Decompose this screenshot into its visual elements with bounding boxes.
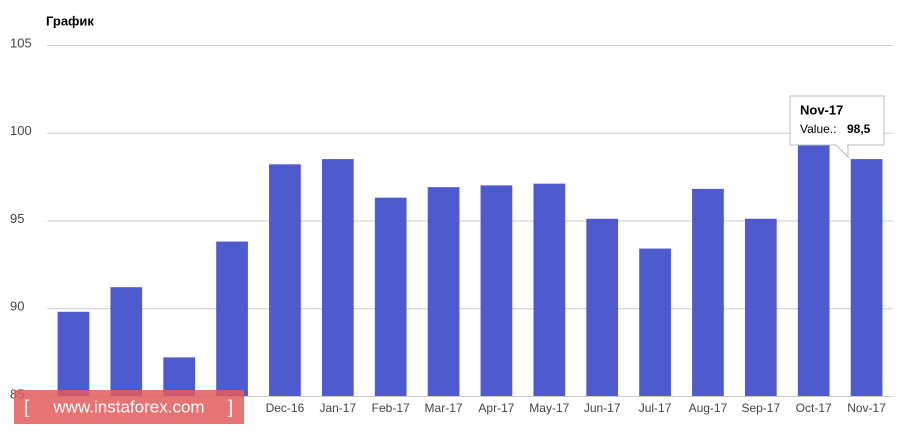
y-tick-label: 95 — [10, 211, 24, 226]
y-tick-label: 100 — [10, 123, 32, 138]
x-tick-label: Sep-17 — [741, 401, 780, 415]
bar — [57, 311, 90, 396]
x-tick-label: Oct-17 — [796, 401, 832, 415]
watermark-text: www.instaforex.com — [52, 397, 204, 416]
tooltip: Nov-17 Value.: 98,5 — [789, 95, 885, 159]
bar — [374, 197, 407, 396]
y-tick-label: 90 — [10, 299, 24, 314]
bar — [163, 357, 196, 396]
x-tick-label: Mar-17 — [425, 401, 463, 415]
bar — [110, 287, 143, 396]
x-tick-label: Jan-17 — [319, 401, 356, 415]
bar — [850, 159, 883, 396]
bar — [586, 218, 619, 396]
x-tick-label: Nov-17 — [847, 401, 886, 415]
watermark-bracket: [ — [24, 397, 29, 417]
x-labels: Dec-16 Jan-17 Feb-17 Mar-17 Apr-17 May-17 Jun-… — [266, 401, 887, 415]
bar — [427, 187, 460, 396]
tooltip-arrow — [834, 144, 849, 159]
tooltip-box — [789, 95, 885, 146]
x-tick-label: Jun-17 — [584, 401, 621, 415]
watermark: [ www.instaforex.com ] — [14, 390, 244, 424]
tooltip-label: Value.: — [800, 122, 836, 136]
tooltip-title: Nov-17 — [800, 102, 843, 117]
bars — [57, 143, 883, 396]
y-tick-label: 105 — [10, 35, 32, 50]
bar — [797, 143, 830, 396]
x-tick-label: Jul-17 — [639, 401, 672, 415]
bar — [269, 164, 301, 396]
bar — [216, 241, 248, 396]
bar — [744, 218, 777, 396]
bar — [321, 159, 354, 396]
watermark-bracket: ] — [228, 397, 233, 417]
tooltip-value: 98,5 — [847, 122, 871, 136]
bar — [480, 185, 513, 396]
x-tick-label: May-17 — [529, 401, 569, 415]
x-tick-label: Feb-17 — [372, 401, 410, 415]
x-tick-label: Dec-16 — [266, 401, 305, 415]
watermark-box — [14, 390, 244, 424]
chart-title: График — [46, 13, 94, 28]
x-tick-label: Aug-17 — [689, 401, 728, 415]
bar — [639, 248, 671, 396]
x-tick-label: Apr-17 — [478, 401, 514, 415]
bar — [533, 183, 566, 396]
bar — [692, 188, 724, 396]
